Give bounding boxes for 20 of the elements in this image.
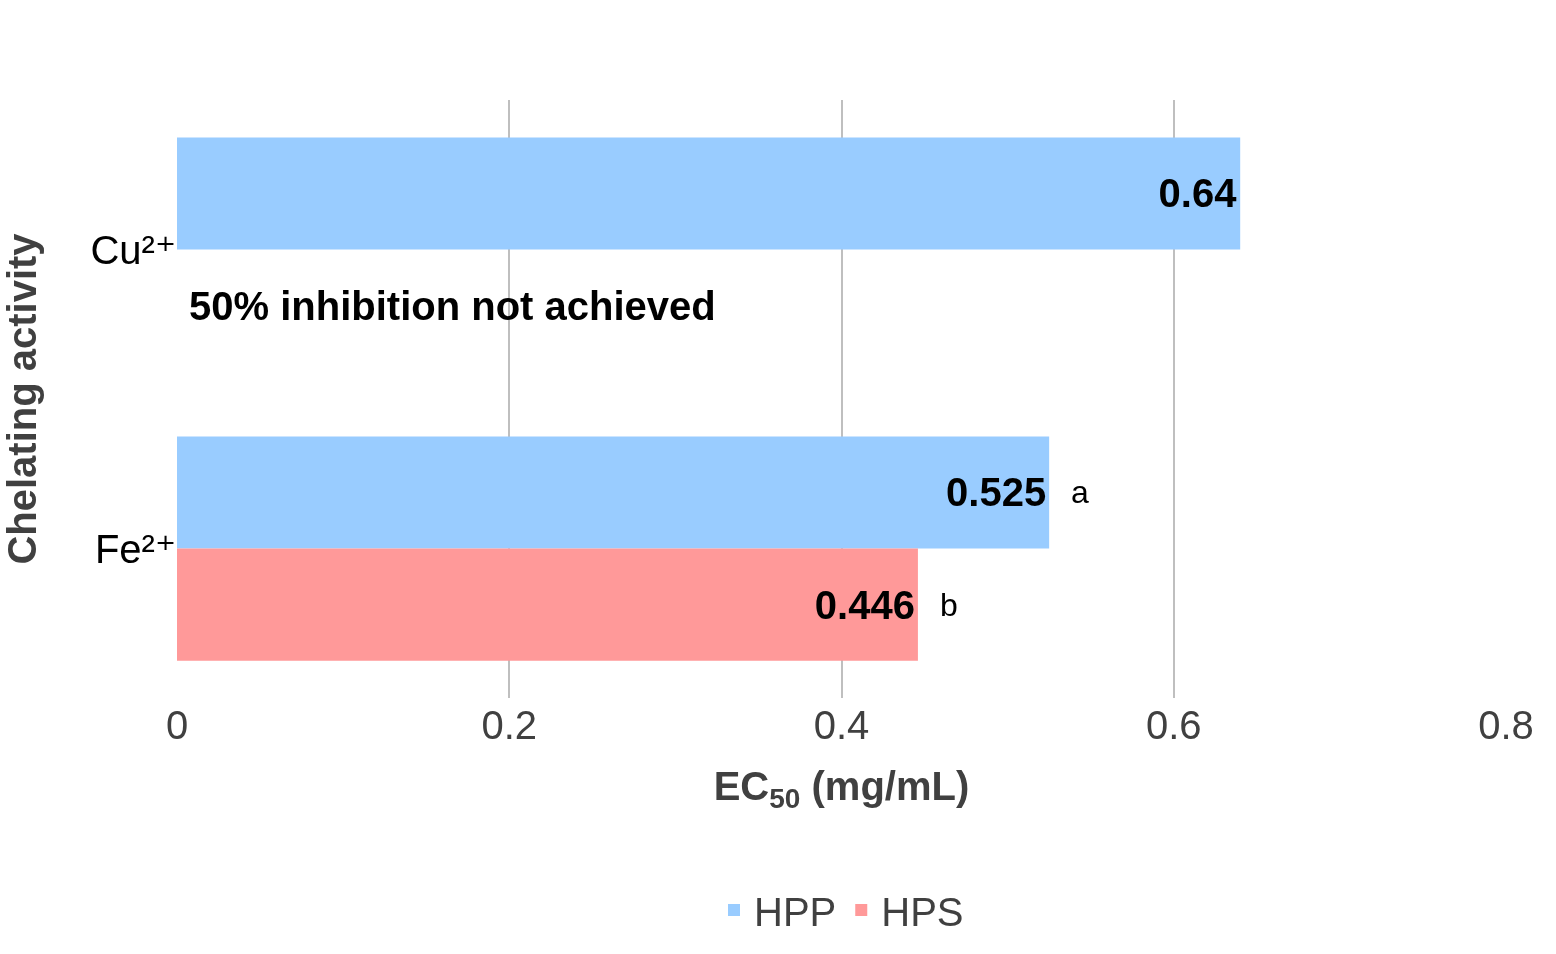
- y-axis-title: Chelating activity: [0, 232, 44, 565]
- bar: [177, 436, 1050, 549]
- legend-label: HPS: [881, 889, 964, 934]
- legend-label: HPP: [754, 889, 837, 934]
- bar: [177, 548, 918, 661]
- x-axis-title: EC$_{50}$ (mg/mL): [713, 763, 970, 814]
- annotation: a: [1071, 474, 1089, 510]
- x-tick-label: 0.6: [1145, 703, 1202, 747]
- y-tick-label: Fe²⁺: [94, 526, 176, 571]
- data-label: 0.446: [814, 582, 915, 627]
- x-tick-label: 0.2: [481, 703, 538, 747]
- data-label: 0.64: [1158, 171, 1238, 216]
- x-tick-label: 0.8: [1478, 703, 1534, 747]
- bar: [177, 137, 1241, 250]
- x-tick-label: 0.4: [813, 703, 870, 747]
- x-tick-label: 0: [165, 703, 189, 747]
- annotation: b: [940, 587, 958, 623]
- annotation: 50% inhibition not achieved: [189, 284, 716, 328]
- data-label: 0.525: [946, 470, 1047, 515]
- y-tick-label: Cu²⁺: [90, 227, 176, 272]
